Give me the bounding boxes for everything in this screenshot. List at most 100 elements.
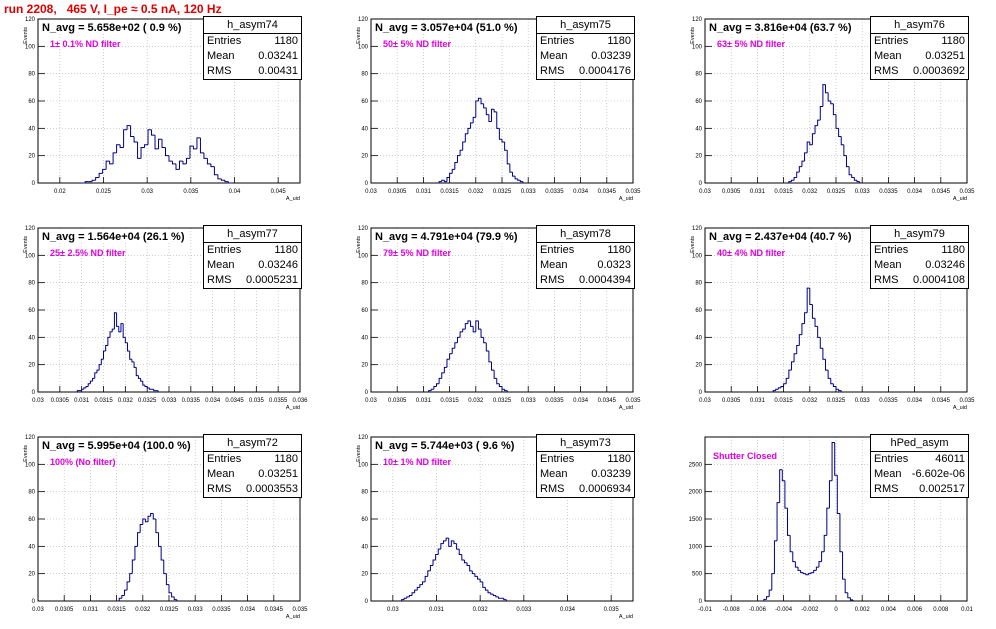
x-tick-label: 0.0325 (160, 607, 179, 613)
histogram-bin (83, 387, 87, 390)
stats-row-rms: RMS 0.0004176 (537, 64, 634, 79)
histogram-bin (171, 161, 176, 165)
histogram-bin (461, 554, 465, 561)
y-tick-label: 120 (358, 17, 369, 23)
y-tick-label: 100 (692, 44, 703, 50)
y-axis-label: Events (690, 236, 696, 253)
histogram-bin (479, 579, 483, 583)
histogram-bin (511, 172, 516, 177)
histogram-bin (469, 565, 473, 572)
plot-frame (37, 436, 301, 602)
stats-key: RMS (540, 483, 565, 495)
x-tick-label: 0.034 (907, 189, 923, 195)
histogram-bin (98, 364, 102, 371)
x-tick-label: 0.0305 (51, 398, 70, 404)
histogram-bin (147, 129, 152, 145)
y-tick-label: 0 (365, 599, 369, 605)
histogram-bin (480, 98, 484, 105)
histogram-bin (148, 387, 152, 390)
stats-key: RMS (207, 274, 232, 286)
y-tick-label: 20 (28, 154, 35, 160)
histogram-bin (158, 138, 163, 149)
histogram-bin (91, 179, 96, 182)
histogram-bin (501, 139, 505, 143)
histogram-bin (171, 592, 175, 598)
histogram-svg: 0.03 0.0305 0.031 0.0315 0.032 0.0325 0.033 0.0… (356, 226, 641, 411)
stats-value-mean: 0.03239 (591, 50, 631, 62)
x-tick-label: 0.03 (699, 189, 711, 195)
x-tick-label: 0.0315 (774, 189, 793, 195)
x-tick-label: -0.002 (801, 607, 819, 613)
x-tick-label: 0.0315 (774, 398, 793, 404)
histogram-bin (827, 370, 831, 379)
stats-value-rms: 0.00431 (258, 65, 298, 77)
histogram-bin (766, 596, 770, 600)
histogram-bin (424, 575, 428, 582)
stats-value-entries: 1180 (941, 35, 965, 47)
histogram-bin (135, 367, 139, 377)
histogram-bin (517, 178, 521, 181)
y-tick-label: 80 (28, 72, 35, 78)
x-tick-label: 0.0325 (138, 398, 157, 404)
x-tick-label: 0.031 (416, 398, 432, 404)
histogram-bin (828, 480, 833, 509)
y-tick-label: 40 (28, 126, 35, 132)
x-tick-label: 0.035 (959, 398, 975, 404)
y-axis-label: Events (23, 27, 29, 44)
stats-key: RMS (540, 65, 565, 77)
stats-box: hPed_asym Entries 46011 Mean -6.602e-06 RMS 0.… (870, 434, 969, 498)
stats-key: Entries (207, 244, 242, 256)
x-tick-label: 0.0335 (212, 607, 231, 613)
histogram-bin (827, 92, 831, 102)
histogram-bin (832, 383, 836, 388)
plot-frame (704, 436, 968, 602)
navg-label: N_avg = 3.816e+04 (63.7 %) (707, 22, 854, 34)
histogram-bin (98, 172, 103, 178)
histogram-bin (140, 146, 145, 159)
histogram-bin (477, 320, 482, 330)
histogram-name: h_asym79 (871, 226, 968, 243)
stats-value-rms: 0.0005231 (246, 274, 298, 286)
x-tick-label: 0.0315 (440, 189, 459, 195)
histogram-name: h_asym74 (204, 17, 301, 34)
stats-box: h_asym72 Entries 1180 Mean 0.03251 RMS 0.00035… (203, 434, 302, 498)
histogram-bin (462, 141, 466, 151)
stats-key: Entries (540, 453, 575, 465)
histogram-bin (199, 137, 204, 154)
stats-value-entries: 1180 (607, 453, 631, 465)
histogram-bin (856, 180, 860, 183)
histogram-bin (825, 84, 829, 94)
histogram-bin (189, 145, 194, 159)
stats-value-mean: 0.03251 (258, 468, 298, 480)
x-tick-label: 0.0315 (107, 607, 126, 613)
filter-label: 25± 2.5% ND filter (50, 248, 126, 258)
histogram-bin (823, 534, 827, 552)
histogram-bin (822, 84, 826, 107)
histogram-bin (843, 144, 847, 157)
histogram-bin (483, 337, 487, 344)
x-tick-label: 0.03 (365, 189, 377, 195)
stats-row-entries: Entries 1180 (204, 34, 301, 49)
plot-frame (704, 227, 968, 393)
histogram-bin (118, 326, 121, 333)
histogram-bin (488, 351, 492, 363)
histogram-bin (815, 566, 819, 571)
stats-key: Mean (874, 50, 902, 62)
navg-label: N_avg = 1.564e+04 (26.1 %) (40, 231, 187, 243)
histogram-bin (403, 597, 407, 600)
histogram-bin (788, 181, 792, 183)
histogram-bin (92, 377, 95, 382)
x-tick-label: 0.0345 (225, 398, 244, 404)
y-tick-label: 60 (361, 517, 368, 523)
x-tick-label: -0.008 (723, 607, 741, 613)
navg-label: N_avg = 4.791e+04 (79.9 %) (373, 231, 520, 243)
x-tick-label: 0.035 (959, 189, 975, 195)
histogram-bin (155, 519, 159, 534)
histogram-bin (203, 152, 208, 159)
histogram-bin (773, 540, 778, 574)
histogram-bin (96, 369, 100, 373)
y-tick-label: 20 (361, 363, 368, 369)
histogram-bin (153, 389, 156, 392)
histogram-bin (144, 385, 148, 388)
histogram-bin (165, 573, 169, 586)
